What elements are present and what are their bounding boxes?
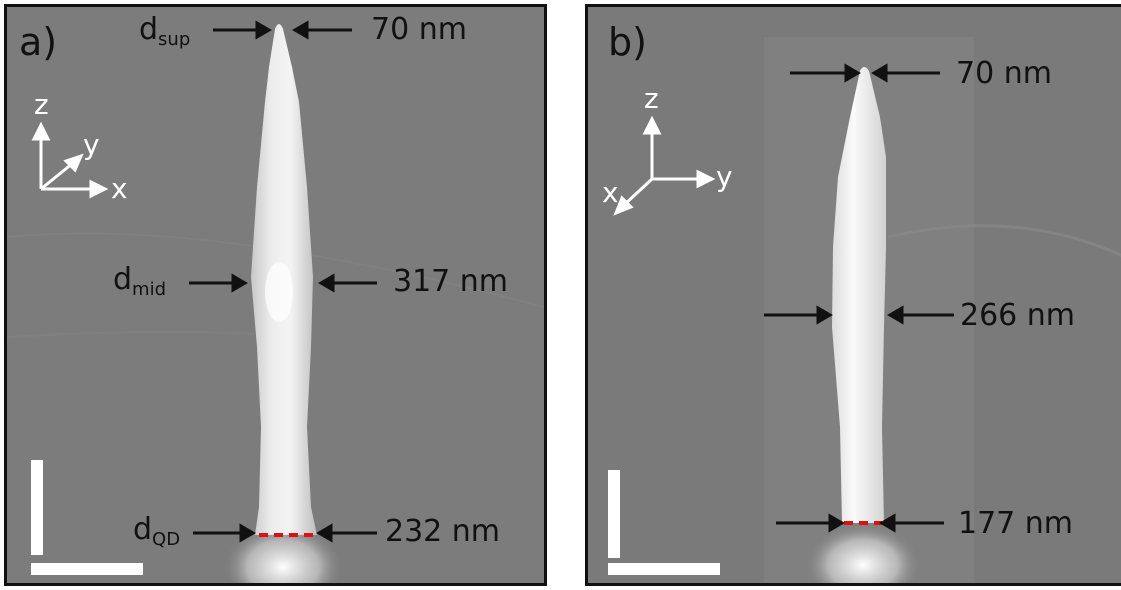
scale-bar-horizontal [31, 563, 143, 575]
scale-bar-horizontal [608, 563, 720, 575]
value-mid-a: 317 nm [393, 264, 509, 299]
axis-y-label: y [83, 128, 100, 161]
panel-a: a) z y x dsup 70 nm dmid 317 nm dQD 232 … [4, 4, 547, 586]
arrows-b [764, 63, 954, 533]
axis-z-label: z [34, 88, 49, 121]
substrate-glow [805, 523, 921, 583]
axis-x-label: x [602, 176, 619, 209]
value-top-b: 70 nm [956, 56, 1052, 91]
substrate-glow [223, 522, 343, 583]
scale-bar-vertical [608, 470, 620, 558]
label-d-mid: dmid [113, 262, 167, 300]
sem-image-a [7, 7, 544, 583]
label-d-sup: dsup [139, 12, 191, 50]
axes-b [613, 115, 716, 216]
value-bottom-b: 177 nm [958, 506, 1074, 541]
label-d-qd: dQD [133, 512, 181, 550]
panel-label-b: b) [608, 20, 647, 64]
axes-a [31, 121, 109, 199]
nanowire [832, 67, 886, 523]
value-top-a: 70 nm [371, 12, 467, 47]
axis-z-label: z [644, 82, 659, 115]
panel-b: b) z y x 70 nm 266 nm 177 nm [585, 4, 1121, 586]
panel-label-a: a) [19, 20, 58, 64]
axis-x-label: x [111, 172, 128, 205]
scale-bar-vertical [31, 460, 43, 555]
arrows-a [189, 20, 377, 543]
sem-image-b [588, 7, 1121, 583]
axis-y-label: y [716, 160, 733, 193]
value-bottom-a: 232 nm [385, 514, 501, 549]
value-mid-b: 266 nm [960, 298, 1076, 333]
